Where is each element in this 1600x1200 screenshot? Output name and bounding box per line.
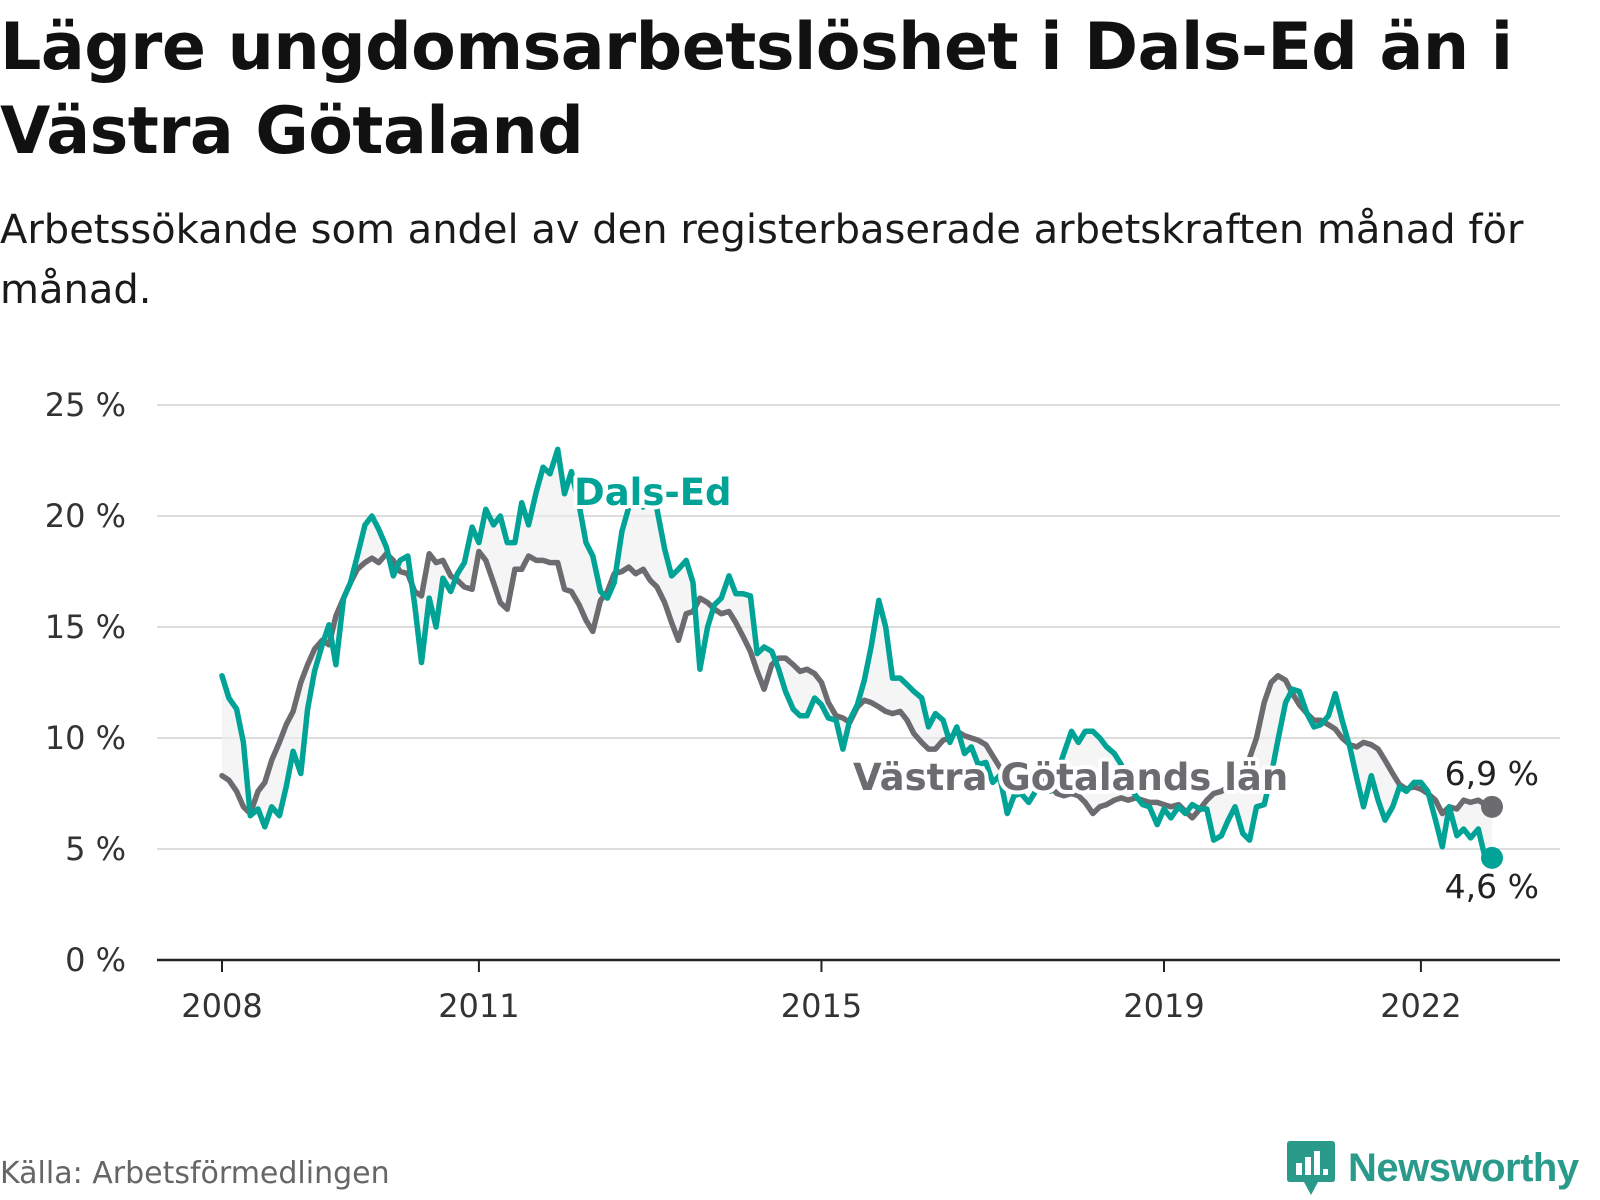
- end-value-label-vastra-gotaland: 6,9 %: [1445, 754, 1539, 793]
- y-tick-label: 25 %: [45, 386, 126, 424]
- series-label-vastra-gotaland: Västra Götalands län: [853, 756, 1288, 799]
- x-tick-label: 2008: [181, 987, 262, 1025]
- y-tick-label: 15 %: [45, 608, 126, 646]
- source-note: Källa: Arbetsförmedlingen: [0, 1156, 390, 1191]
- gridlines: [157, 404, 1560, 850]
- x-tick-label: 2015: [781, 987, 862, 1025]
- y-tick-label: 10 %: [45, 719, 126, 757]
- series-label-dals-ed: Dals-Ed: [574, 471, 732, 514]
- bar-chart-icon: [1287, 1141, 1335, 1195]
- series-lines: [219, 446, 1495, 861]
- end-marker-vastra-gotaland: [1481, 795, 1503, 818]
- chart-title: Lägre ungdomsarbetslöshet i Dals-Ed än i…: [0, 10, 1513, 169]
- x-tick-label: 2019: [1123, 987, 1204, 1025]
- y-tick-label: 5 %: [65, 830, 126, 868]
- x-tick-label: 2011: [438, 987, 519, 1025]
- end-markers: [1481, 795, 1503, 869]
- end-value-label-dals-ed: 4,6 %: [1445, 867, 1539, 906]
- axes: 0 % 5 % 10 % 15 % 20 % 25 % 2008 2011 2015 2019 20…: [45, 386, 1560, 1025]
- brand-name: Newsworthy: [1348, 1145, 1579, 1190]
- y-tick-label: 0 %: [65, 941, 126, 979]
- end-marker-dals-ed: [1481, 846, 1503, 869]
- series-line-dals-ed: [219, 446, 1495, 861]
- line-chart: 0 % 5 % 10 % 15 % 20 % 25 % 2008 2011 2015 2019 20…: [45, 386, 1560, 1025]
- series-labels: 6,9 % 4,6 % Dals-Ed Västra Götalands län: [570, 467, 1539, 906]
- difference-area-fill: [222, 449, 1492, 858]
- chart-subtitle: Arbetssökande som andel av den registerb…: [0, 207, 1524, 313]
- newsworthy-logo[interactable]: Newsworthy: [1286, 1139, 1579, 1197]
- x-tick-label: 2022: [1380, 987, 1461, 1025]
- y-tick-label: 20 %: [45, 497, 126, 535]
- difference-area: [222, 449, 1492, 858]
